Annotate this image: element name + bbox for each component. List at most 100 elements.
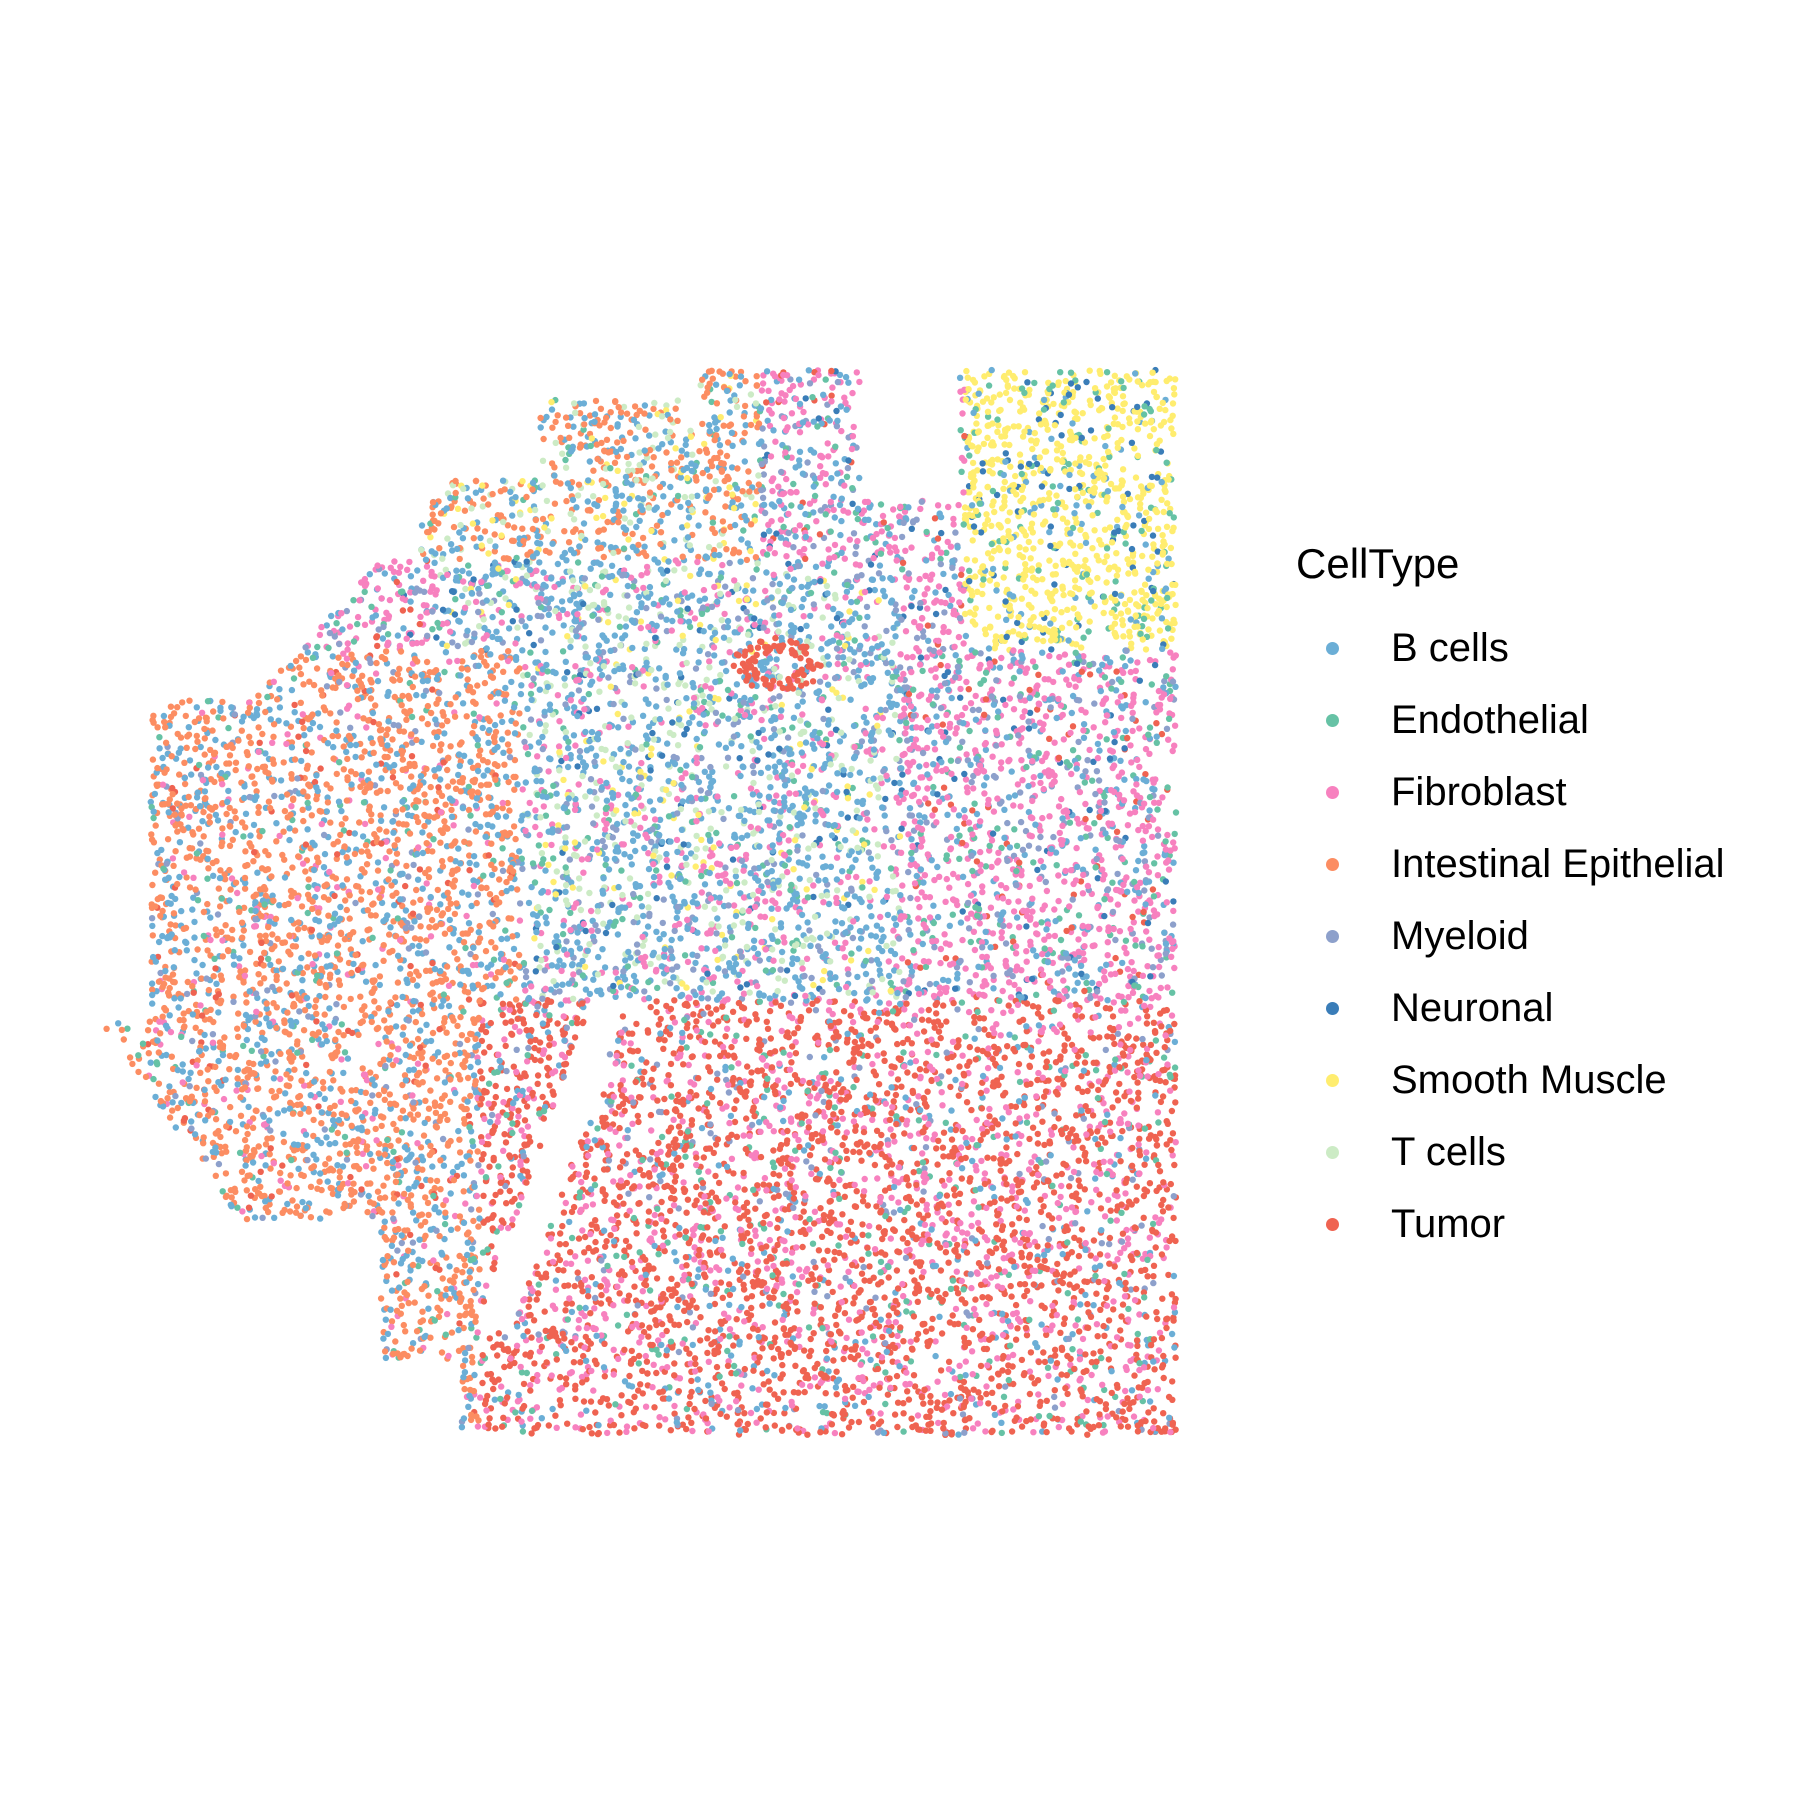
cell-point [717,1052,724,1060]
cell-point [542,648,549,656]
cell-point [1046,813,1053,820]
cell-point [474,1148,481,1155]
cell-point [980,782,988,789]
cell-point [850,1083,857,1091]
cell-point [503,1067,510,1075]
cell-point [367,817,375,825]
cell-point [608,562,616,569]
cell-point [797,625,804,633]
cell-point [912,736,920,743]
cell-point [358,1113,366,1121]
cell-point [899,771,906,778]
cell-point [343,797,351,804]
cell-point [794,1024,802,1032]
cell-point [684,522,691,529]
cell-point [790,480,797,488]
cell-point [340,827,348,834]
cell-point [395,1200,402,1207]
cell-point [957,919,965,926]
cell-point [930,783,937,791]
cell-point [347,995,354,1003]
cell-point [600,1227,608,1234]
cell-point [1055,542,1062,549]
cell-point [885,543,893,550]
cell-point [690,966,697,973]
cell-point [347,1173,354,1181]
cell-point [774,588,782,595]
cell-point [687,572,694,580]
cell-point [503,691,510,698]
cell-point [722,744,730,751]
cell-point [1141,581,1149,588]
cell-point [482,973,490,980]
cell-point [532,823,539,831]
cell-point [955,501,962,509]
cell-point [1066,1183,1073,1190]
cell-point [726,1333,733,1340]
cell-point [285,948,292,955]
cell-point [792,395,800,403]
cell-point [839,1141,846,1149]
cell-point [1097,1205,1105,1212]
cell-point [869,1415,876,1422]
cell-point [327,785,334,792]
cell-point [712,1172,719,1180]
cell-point [677,503,684,511]
cell-point [822,1390,829,1397]
cell-point [799,698,806,705]
cell-point [193,704,200,711]
cell-point [924,785,931,792]
cell-point [379,635,387,642]
cell-point [1002,940,1010,947]
cell-point [1112,844,1120,851]
cell-point [852,550,859,558]
cell-point [1034,931,1041,938]
cell-point [1058,1371,1065,1378]
cell-point [394,1247,401,1254]
cell-point [1006,922,1013,929]
cell-point [1014,1150,1021,1158]
cell-point [620,758,627,766]
cell-point [169,855,177,862]
cell-point [398,1129,406,1136]
cell-point [1124,1235,1132,1242]
cell-point [177,745,184,752]
cell-point [1111,372,1119,379]
cell-point [712,478,719,485]
cell-point [1131,589,1138,596]
cell-point [891,534,899,542]
cell-point [549,629,556,636]
cell-point [390,568,398,575]
cell-point [426,924,433,931]
cell-point [622,801,629,809]
cell-point [853,598,861,605]
cell-point [587,776,595,783]
cell-point [1168,1330,1176,1338]
cell-point [243,1215,251,1223]
cell-point [1043,609,1050,617]
cell-point [997,1167,1004,1174]
cell-point [553,1351,560,1358]
cell-point [867,855,875,862]
cell-point [837,1168,845,1176]
cell-point [723,490,730,497]
cell-point [690,1011,697,1018]
cell-point [410,1116,417,1123]
cell-point [280,1138,288,1146]
cell-point [210,872,217,879]
cell-point [1033,952,1040,960]
cell-point [730,1170,737,1177]
cell-point [575,875,583,882]
cell-point [563,938,570,945]
cell-point [465,562,472,569]
cell-point [1114,1097,1122,1104]
cell-point [836,1176,843,1184]
cell-point [214,911,222,918]
cell-point [1041,448,1049,455]
cell-point [469,1245,476,1252]
cell-point [1118,667,1125,674]
cell-point [587,1398,595,1405]
cell-point [1039,814,1046,822]
cell-point [1091,700,1098,707]
cell-point [828,1209,835,1216]
